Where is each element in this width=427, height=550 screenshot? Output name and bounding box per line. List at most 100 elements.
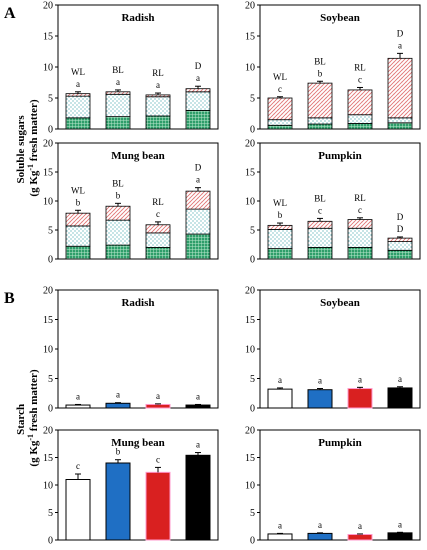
bar-d [387, 532, 413, 541]
y-tick-label: 5 [250, 374, 255, 385]
bar-d-seg1 [387, 249, 413, 260]
bar-bl-seg2 [105, 93, 131, 117]
y-tick-label: 10 [43, 197, 53, 208]
bar-rl-seg3 [145, 94, 171, 98]
y-tick-label: 0 [250, 404, 255, 415]
significance-letter-d: a [398, 40, 402, 50]
bar-bl-seg1 [105, 116, 131, 130]
y-tick-label: 0 [48, 255, 53, 266]
chart-8: 0 5 10 15 20 Pumpkin a a a a [245, 426, 421, 547]
significance-letter-wl: a [278, 375, 282, 385]
y-tick-label: 20 [245, 139, 255, 150]
bar-d-seg1 [387, 122, 413, 130]
bar-d [185, 404, 211, 409]
bar-d-seg1 [185, 110, 211, 130]
chart-title: Mung bean [111, 150, 165, 162]
panel-letter-a: A [4, 5, 16, 22]
significance-letter-rl: a [358, 521, 362, 531]
chart-title: Radish [121, 12, 154, 24]
y-tick-label: 20 [43, 426, 53, 437]
bar-rl-seg1 [347, 123, 373, 130]
y-tick-label: 0 [48, 404, 53, 415]
significance-letter-rl: a [156, 80, 160, 90]
significance-letter-rl: a [358, 374, 362, 384]
bar-bl [105, 402, 131, 409]
y-tick-label: 10 [245, 481, 255, 492]
bar-bl-seg2 [307, 117, 333, 125]
bar-bl-seg3 [307, 220, 333, 229]
y-axis-label-starch-unit-b: fresh matter) [28, 369, 40, 434]
bar-bl-seg3 [105, 205, 131, 221]
chart-title: Mung bean [111, 437, 165, 449]
y-axis-label-sugars-line1: Soluble sugars [15, 115, 27, 184]
group-label-d: D [195, 163, 202, 173]
y-axis-label-sugars-unit-b: fresh matter) [28, 99, 40, 164]
significance-letter-wl: b [278, 210, 283, 220]
bar-d-seg3 [185, 88, 211, 93]
chart-title: Soybean [320, 12, 360, 24]
chart-title: Pumpkin [318, 150, 361, 162]
y-tick-label: 5 [48, 508, 53, 519]
bar-rl-seg1 [145, 115, 171, 130]
bar-d [185, 454, 211, 541]
significance-letter-bl: b [116, 447, 121, 457]
y-tick-label: 5 [250, 94, 255, 105]
bar-wl [267, 388, 293, 409]
bar-d-seg2 [185, 208, 211, 235]
y-tick-label: 10 [43, 63, 53, 74]
bar-wl-seg3 [267, 224, 293, 230]
bar-rl-seg3 [145, 224, 171, 234]
y-tick-label: 5 [48, 94, 53, 105]
group-label-wl: WL [273, 72, 287, 82]
significance-letter-rl: c [156, 454, 160, 464]
y-tick-label: 15 [43, 315, 53, 326]
bar-wl [267, 533, 293, 541]
bar-wl-seg1 [267, 248, 293, 260]
y-tick-label: 0 [48, 125, 53, 136]
significance-letter-d: a [196, 175, 200, 185]
bar-rl-seg1 [145, 246, 171, 260]
bar-wl-seg1 [65, 117, 91, 130]
significance-letter-bl: a [116, 77, 120, 87]
bar-rl [145, 403, 171, 409]
significance-letter-bl: a [116, 390, 120, 400]
y-tick-label: 10 [245, 197, 255, 208]
y-axis-label-sugars-line2: (g Kg-1 fresh matter) [26, 99, 40, 197]
y-tick-label: 5 [48, 374, 53, 385]
bar-rl [347, 534, 373, 541]
significance-letter-bl: b [318, 68, 323, 78]
group-label-bl: BL [112, 65, 124, 75]
y-axis-label-starch-unit: (g Kg [28, 440, 40, 466]
significance-letter-wl: a [76, 391, 80, 401]
y-tick-label: 20 [245, 1, 255, 12]
y-tick-label: 15 [245, 315, 255, 326]
significance-letter-d: a [398, 374, 402, 384]
significance-letter-d: a [196, 73, 200, 83]
y-tick-label: 10 [43, 345, 53, 356]
bar-wl-seg2 [267, 119, 293, 126]
chart-7: 0 5 10 15 20 Mung bean c b c a [43, 426, 219, 547]
bar-bl-seg3 [307, 82, 333, 119]
chart-6: 0 5 10 15 20 Soybean a a a a [245, 286, 421, 415]
chart-2: 0 5 10 15 20 Soybean c WL b BL c RL aD [245, 1, 421, 136]
y-tick-label: 20 [245, 286, 255, 297]
bar-bl-seg1 [307, 246, 333, 260]
y-tick-label: 20 [245, 426, 255, 437]
group-label-d: D [397, 212, 404, 222]
bar-d-seg3 [387, 57, 413, 119]
bar-wl [65, 479, 91, 541]
bar-bl [105, 462, 131, 541]
significance-letter-d: D [397, 224, 404, 234]
bar-rl-seg2 [145, 232, 171, 248]
significance-letter-bl: c [318, 205, 322, 215]
bar-d-seg3 [185, 190, 211, 210]
group-label-bl: BL [314, 193, 326, 203]
bar-d-seg3 [387, 237, 413, 242]
y-axis-label-starch-line1: Starch [15, 404, 27, 435]
group-label-rl: RL [152, 197, 164, 207]
bar-rl-seg2 [347, 114, 373, 124]
bar-bl [307, 389, 333, 409]
y-tick-label: 0 [250, 125, 255, 136]
y-tick-label: 5 [250, 226, 255, 237]
significance-letter-wl: a [278, 520, 282, 530]
